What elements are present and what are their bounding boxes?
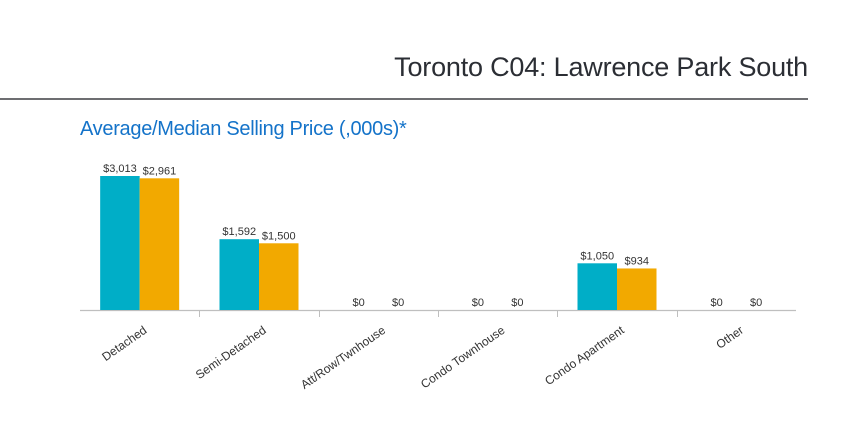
bar-median (139, 178, 180, 310)
category-label: Detached (99, 323, 149, 364)
category-label: Condo Townhouse (418, 323, 508, 392)
data-label: $2,961 (143, 165, 177, 177)
data-label: $0 (392, 297, 404, 309)
title-divider (0, 98, 808, 100)
data-label: $1,500 (262, 230, 296, 242)
category-label: Condo Apartment (542, 323, 627, 388)
bar-average (219, 239, 259, 310)
bar-average (100, 176, 140, 310)
data-label: $0 (352, 297, 364, 309)
bar-average (577, 263, 617, 310)
page-title: Toronto C04: Lawrence Park South (394, 52, 808, 82)
category-label: Other (713, 323, 746, 352)
bar-median (259, 243, 299, 310)
data-label: $0 (472, 297, 484, 309)
category-label: Semi-Detached (193, 323, 269, 382)
data-label: $934 (625, 255, 649, 267)
data-label: $0 (750, 297, 762, 309)
chart-title: Average/Median Selling Price (,000s)* (80, 118, 407, 140)
category-label: Att/Row/Twnhouse (298, 323, 388, 392)
data-label: $1,592 (222, 226, 256, 238)
data-label: $0 (710, 297, 722, 309)
data-label: $1,050 (580, 250, 614, 262)
data-label: $3,013 (103, 163, 137, 175)
bar-median (617, 268, 657, 310)
data-label: $0 (511, 297, 523, 309)
